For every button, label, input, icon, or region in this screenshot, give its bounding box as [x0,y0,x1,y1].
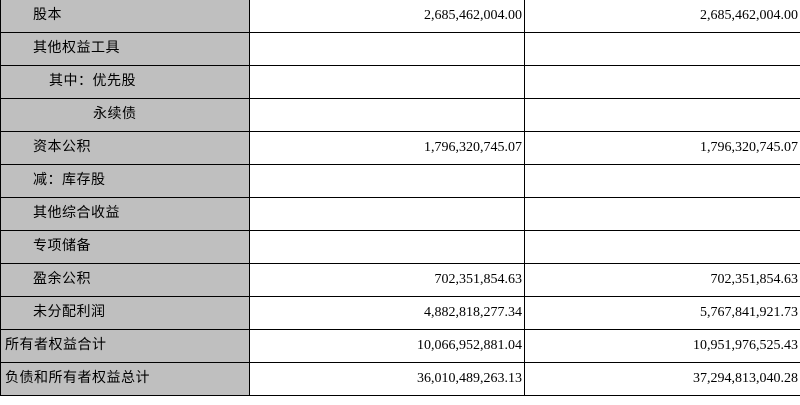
current-period-value [249,230,525,264]
current-period-value: 36,010,489,263.13 [249,362,525,396]
table-row: 专项储备 [0,230,800,264]
row-label: 减：库存股 [0,164,250,198]
table-row: 其他权益工具 [0,32,800,66]
row-label: 股本 [0,0,250,33]
current-period-value: 10,066,952,881.04 [249,329,525,363]
prior-period-value: 37,294,813,040.28 [524,362,800,396]
prior-period-value [524,65,800,99]
current-period-value [249,65,525,99]
prior-period-value [524,98,800,132]
row-label: 所有者权益合计 [0,329,250,363]
current-period-value [249,164,525,198]
current-period-value: 702,351,854.63 [249,263,525,297]
table-row: 其中：优先股 [0,65,800,99]
current-period-value [249,32,525,66]
table-row: 资本公积 1,796,320,745.07 1,796,320,745.07 [0,131,800,165]
table-row-total: 所有者权益合计 10,066,952,881.04 10,951,976,525… [0,329,800,363]
current-period-value [249,98,525,132]
prior-period-value [524,197,800,231]
equity-table: 股本 2,685,462,004.00 2,685,462,004.00 其他权… [0,0,800,396]
current-period-value: 2,685,462,004.00 [249,0,525,33]
row-label: 专项储备 [0,230,250,264]
row-label: 其他综合收益 [0,197,250,231]
row-label: 未分配利润 [0,296,250,330]
prior-period-value: 2,685,462,004.00 [524,0,800,33]
current-period-value: 4,882,818,277.34 [249,296,525,330]
table-row: 其他综合收益 [0,197,800,231]
prior-period-value [524,32,800,66]
table-row: 未分配利润 4,882,818,277.34 5,767,841,921.73 [0,296,800,330]
prior-period-value: 702,351,854.63 [524,263,800,297]
row-label: 其他权益工具 [0,32,250,66]
table-row: 盈余公积 702,351,854.63 702,351,854.63 [0,263,800,297]
prior-period-value [524,230,800,264]
current-period-value: 1,796,320,745.07 [249,131,525,165]
table-row-grand-total: 负债和所有者权益总计 36,010,489,263.13 37,294,813,… [0,362,800,396]
row-label: 资本公积 [0,131,250,165]
prior-period-value: 1,796,320,745.07 [524,131,800,165]
table-row: 股本 2,685,462,004.00 2,685,462,004.00 [0,0,800,33]
row-label: 其中：优先股 [0,65,250,99]
prior-period-value: 10,951,976,525.43 [524,329,800,363]
row-label: 负债和所有者权益总计 [0,362,250,396]
current-period-value [249,197,525,231]
table-row: 永续债 [0,98,800,132]
row-label: 永续债 [0,98,250,132]
prior-period-value: 5,767,841,921.73 [524,296,800,330]
prior-period-value [524,164,800,198]
table-row: 减：库存股 [0,164,800,198]
row-label: 盈余公积 [0,263,250,297]
